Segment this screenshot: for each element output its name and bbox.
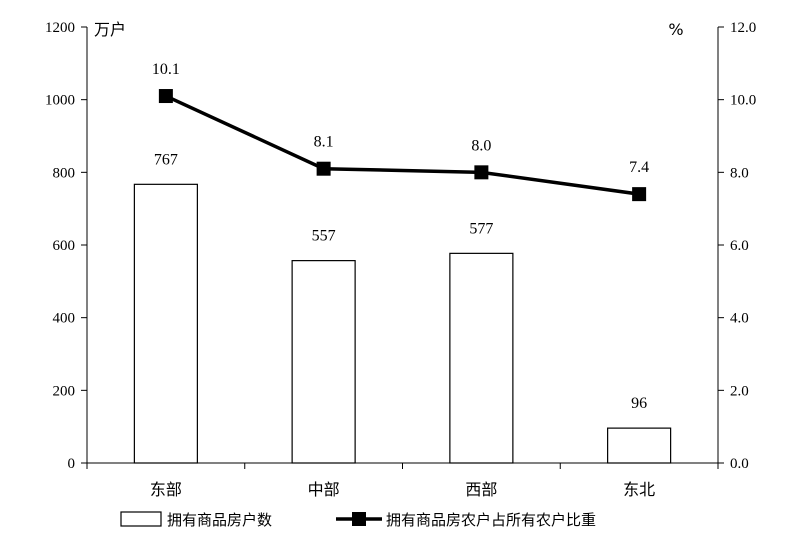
line-marker <box>316 161 331 176</box>
x-tick-label: 东部 <box>150 480 182 499</box>
data-labels: 767 557 577 96 10.1 8.1 8.0 7.4 <box>152 61 649 412</box>
y-left-tick-label: 1000 <box>45 93 75 109</box>
x-tick-label: 东北 <box>623 480 655 499</box>
bar-data-label: 557 <box>312 228 336 245</box>
y-left-tick-label: 400 <box>53 311 76 327</box>
y-left-tick-label: 600 <box>53 238 76 254</box>
line-series <box>158 89 647 202</box>
legend-bar-swatch <box>120 511 162 527</box>
y-left-unit: 万户 <box>94 20 126 39</box>
y-left-tick-label: 1200 <box>45 20 75 36</box>
y-right-tick-label: 8.0 <box>730 165 749 181</box>
legend: 拥有商品房户数 拥有商品房农户占所有农户比重 <box>120 511 596 529</box>
line-marker <box>632 187 647 202</box>
line-path <box>165 94 640 196</box>
y-right-tick-label: 4.0 <box>730 311 749 327</box>
y-right-tick-label: 6.0 <box>730 238 749 254</box>
axes: 0 200 400 600 800 1000 1200 0.0 2.0 4.0 6.0 8.0 10.0… <box>45 20 756 499</box>
bar <box>133 183 198 464</box>
line-data-label: 10.1 <box>152 61 180 78</box>
y-right-tick-label: 0.0 <box>730 456 749 472</box>
y-left-tick-label: 0 <box>68 456 76 472</box>
line-data-label: 8.1 <box>314 134 334 151</box>
bar <box>449 252 514 464</box>
legend-line-label: 拥有商品房农户占所有农户比重 <box>386 511 596 529</box>
line-marker <box>158 89 173 104</box>
line-marker <box>474 165 489 180</box>
x-tick-label: 西部 <box>465 480 497 499</box>
legend-line-marker <box>352 512 366 526</box>
bars <box>133 183 672 464</box>
bar-data-label: 767 <box>154 151 178 168</box>
y-left-tick-label: 200 <box>53 383 76 399</box>
y-left-tick-label: 800 <box>53 165 76 181</box>
bar <box>291 260 356 464</box>
bar-data-label: 96 <box>631 395 647 412</box>
y-right-tick-label: 12.0 <box>730 20 756 36</box>
line-data-label: 7.4 <box>629 159 649 176</box>
legend-bar-label: 拥有商品房户数 <box>167 511 272 529</box>
y-right-tick-label: 10.0 <box>730 93 756 109</box>
bar-data-label: 577 <box>469 220 493 237</box>
line-data-label: 8.0 <box>471 137 491 154</box>
x-tick-label: 中部 <box>308 480 340 499</box>
bar <box>607 427 672 464</box>
y-right-unit: % <box>668 20 683 39</box>
y-right-tick-label: 2.0 <box>730 383 749 399</box>
